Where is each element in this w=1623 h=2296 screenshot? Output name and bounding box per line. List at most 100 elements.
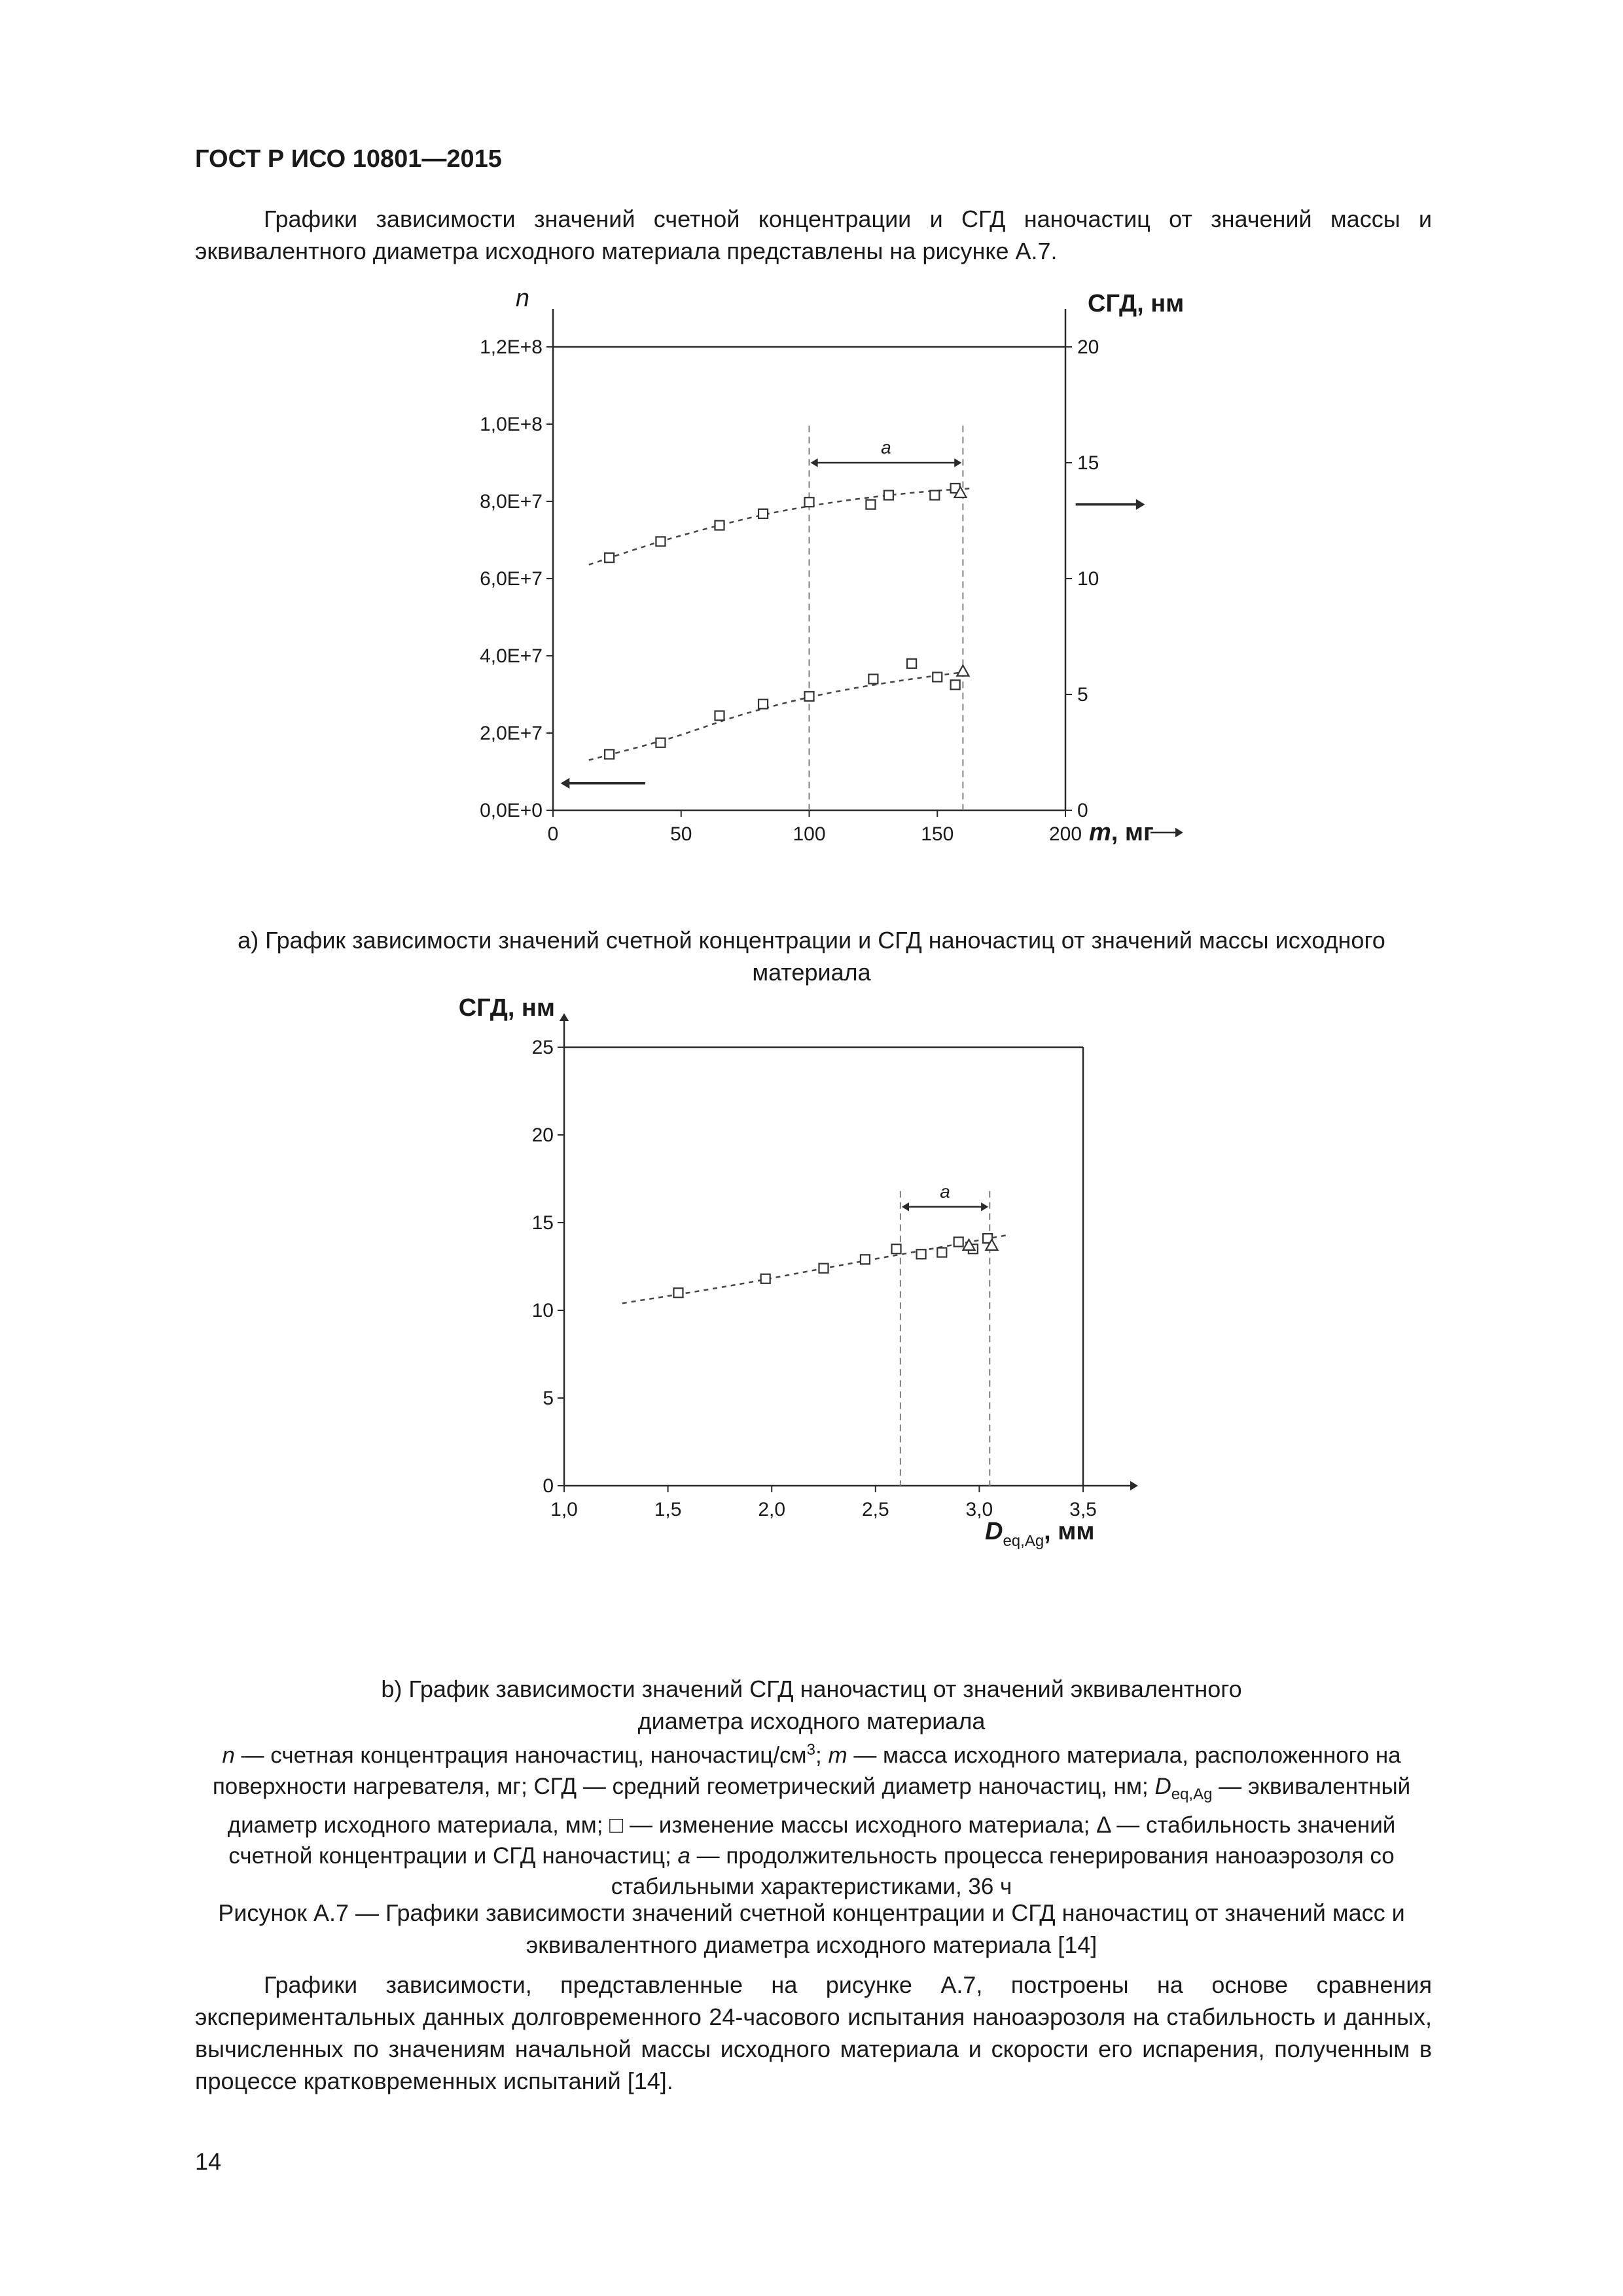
- figure-caption-line1: Рисунок А.7 — Графики зависимости значен…: [218, 1899, 1405, 1926]
- x-tick-label: 2,0: [758, 1499, 785, 1520]
- left-tick-label: 2,0E+7: [480, 723, 543, 744]
- x-tick-label: 0: [548, 823, 559, 845]
- right-tick-label: 15: [1077, 452, 1099, 474]
- legend-separator: ;: [815, 1742, 829, 1768]
- right-axis-title: СГД, нм: [1088, 290, 1184, 317]
- trend-line: [622, 1234, 1009, 1304]
- square-marker: [929, 490, 940, 501]
- document-header: ГОСТ Р ИСО 10801—2015: [195, 145, 502, 173]
- legend-superscript-3: 3: [806, 1741, 815, 1759]
- left-axis-title: n: [516, 285, 529, 312]
- square-marker: [883, 490, 894, 501]
- x-tick-label: 150: [921, 823, 954, 845]
- left-tick-label: 1,0E+8: [480, 414, 543, 435]
- left-tick-label: 0,0E+0: [480, 800, 543, 821]
- square-marker: [891, 1244, 902, 1255]
- figure-caption-line2: эквивалентного диаметра исходного матери…: [526, 1931, 1097, 1958]
- arrowhead-icon: [901, 1202, 910, 1211]
- closing-paragraph: Графики зависимости, представленные на р…: [195, 1971, 1432, 2094]
- triangle-marker: [955, 664, 971, 677]
- x-tick-label: 3,5: [1069, 1499, 1097, 1520]
- caption-a: a) График зависимости значений счетной к…: [192, 924, 1431, 988]
- legend-text-d: — эквивалентный диаметр исходного матери…: [227, 1773, 1411, 1838]
- square-marker: [655, 737, 666, 748]
- x-tick-label: 1,5: [654, 1499, 682, 1520]
- y-tick-label: 25: [532, 1037, 554, 1058]
- x-tick-label: 50: [670, 823, 692, 845]
- square-marker: [859, 1254, 871, 1265]
- caption-b-line2: диаметра исходного материала: [637, 1708, 986, 1734]
- left-tick-label: 4,0E+7: [480, 645, 543, 667]
- square-marker: [936, 1247, 948, 1258]
- square-marker: [953, 1236, 964, 1247]
- y-tick-label: 15: [532, 1212, 554, 1234]
- x-tick-label: 2,5: [862, 1499, 889, 1520]
- y-tick-label: 20: [532, 1124, 554, 1146]
- arrowhead-icon: [1130, 1480, 1138, 1491]
- page-number: 14: [195, 2148, 222, 2175]
- duration-label: a: [881, 437, 891, 457]
- y-axis-title: СГД, нм: [459, 994, 555, 1022]
- square-marker: [714, 520, 725, 531]
- arrowhead-icon: [810, 458, 818, 467]
- square-marker: [916, 1249, 927, 1260]
- arrowhead-icon: [954, 458, 962, 467]
- square-marker: [655, 536, 666, 547]
- legend-text-m: — масса исходного материала, расположенн…: [212, 1742, 1401, 1799]
- arrowhead-icon: [560, 778, 570, 789]
- y-tick-label: 10: [532, 1300, 554, 1321]
- trend-line: [588, 487, 974, 565]
- triangle-marker: [961, 1238, 976, 1251]
- square-marker: [982, 1233, 993, 1244]
- legend-symbol-triangle: Δ: [1096, 1812, 1111, 1838]
- legend-symbol-n: n: [222, 1742, 235, 1768]
- left-tick-label: 6,0E+7: [480, 568, 543, 590]
- legend-symbol-a: a: [677, 1842, 690, 1869]
- duration-label: a: [940, 1181, 950, 1202]
- x-tick-label: 200: [1049, 823, 1082, 845]
- intro-paragraph: Графики зависимости значений счетной кон…: [195, 206, 1432, 264]
- triangle-marker: [984, 1238, 999, 1251]
- square-marker: [673, 1287, 684, 1299]
- caption-a-line2: материала: [752, 959, 871, 986]
- legend-text-a: — продолжительность процесса генерирован…: [611, 1842, 1395, 1899]
- trend-line: [588, 670, 971, 761]
- caption-b-line1: b) График зависимости значений СГД наноч…: [381, 1676, 1242, 1702]
- arrowhead-icon: [559, 1013, 569, 1021]
- caption-b: b) График зависимости значений СГД наноч…: [192, 1673, 1431, 1737]
- square-marker: [604, 749, 615, 760]
- legend-symbol-d: D: [1154, 1773, 1171, 1799]
- square-marker: [757, 698, 769, 709]
- square-marker: [757, 508, 769, 519]
- y-tick-label: 0: [543, 1475, 554, 1497]
- arrowhead-icon: [1135, 499, 1145, 510]
- chart-concentration-sgd-vs-mass: 0 50 100 150 200 0,0E+0 2,0E+7 4,0E+7 6,0E+7 8,0E…: [480, 285, 1184, 846]
- square-marker: [804, 691, 815, 702]
- chart-sgd-vs-equivalent-diameter: 1,0 1,5 2,0 2,5 3,0 3,5 0 5 10 15 20 25 СГД, нм Deq,A…: [459, 994, 1138, 1550]
- square-marker: [950, 679, 961, 691]
- square-marker: [865, 499, 876, 510]
- caption-a-line1: a) График зависимости значений счетной к…: [238, 927, 1385, 954]
- legend-text-triangle: — стабильность значений счетной концентр…: [228, 1812, 1396, 1869]
- square-marker: [604, 552, 615, 564]
- arrowhead-icon: [981, 1202, 989, 1211]
- x-axis-title: m, мг: [1089, 819, 1154, 846]
- square-marker: [906, 658, 918, 669]
- triangle-marker: [953, 485, 968, 499]
- x-tick-label: 1,0: [550, 1499, 578, 1520]
- figure-legend: n — счетная концентрация наночастиц, нан…: [192, 1734, 1431, 1902]
- square-marker: [818, 1263, 829, 1274]
- x-axis-title: Deq,Ag, мм: [985, 1518, 1095, 1550]
- left-tick-label: 1,2E+8: [480, 336, 543, 358]
- right-tick-label: 5: [1077, 684, 1088, 706]
- figure-caption: Рисунок А.7 — Графики зависимости значен…: [192, 1897, 1431, 1961]
- legend-text-n: — счетная концентрация наночастиц, наноч…: [234, 1742, 807, 1768]
- left-tick-label: 8,0E+7: [480, 491, 543, 512]
- right-tick-label: 20: [1077, 336, 1099, 358]
- legend-subscript-eqag: eq,Ag: [1171, 1785, 1213, 1803]
- arrowhead-icon: [1175, 827, 1183, 838]
- x-tick-label: 100: [793, 823, 825, 845]
- square-marker: [932, 672, 943, 683]
- y-tick-label: 5: [543, 1388, 554, 1409]
